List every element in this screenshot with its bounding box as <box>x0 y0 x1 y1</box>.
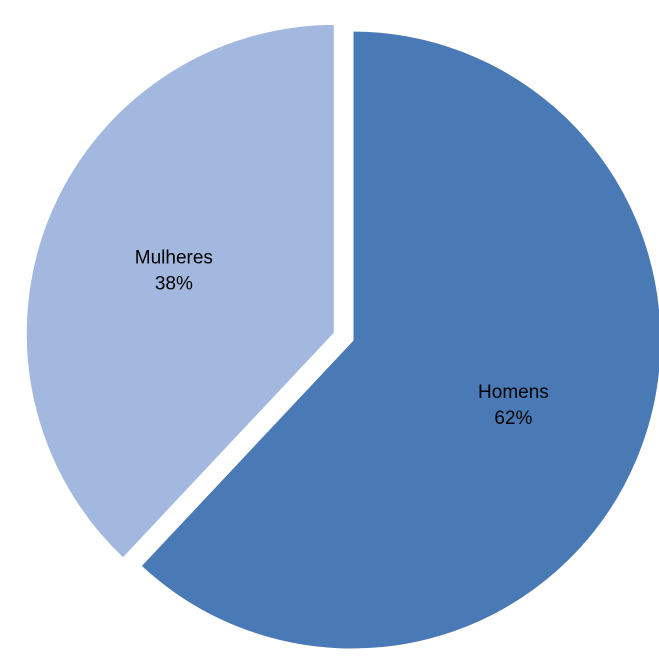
slice-percent-mulheres: 38% <box>155 273 193 294</box>
pie-labels: Homens 62% Mulheres 38% <box>135 247 549 428</box>
slice-label-mulheres: Mulheres <box>135 247 213 268</box>
pie-slice-mulheres <box>23 21 337 561</box>
pie-slices <box>23 21 659 652</box>
pie-slice-homens <box>138 28 659 652</box>
slice-label-homens: Homens <box>478 382 549 403</box>
slice-percent-homens: 62% <box>494 408 532 429</box>
